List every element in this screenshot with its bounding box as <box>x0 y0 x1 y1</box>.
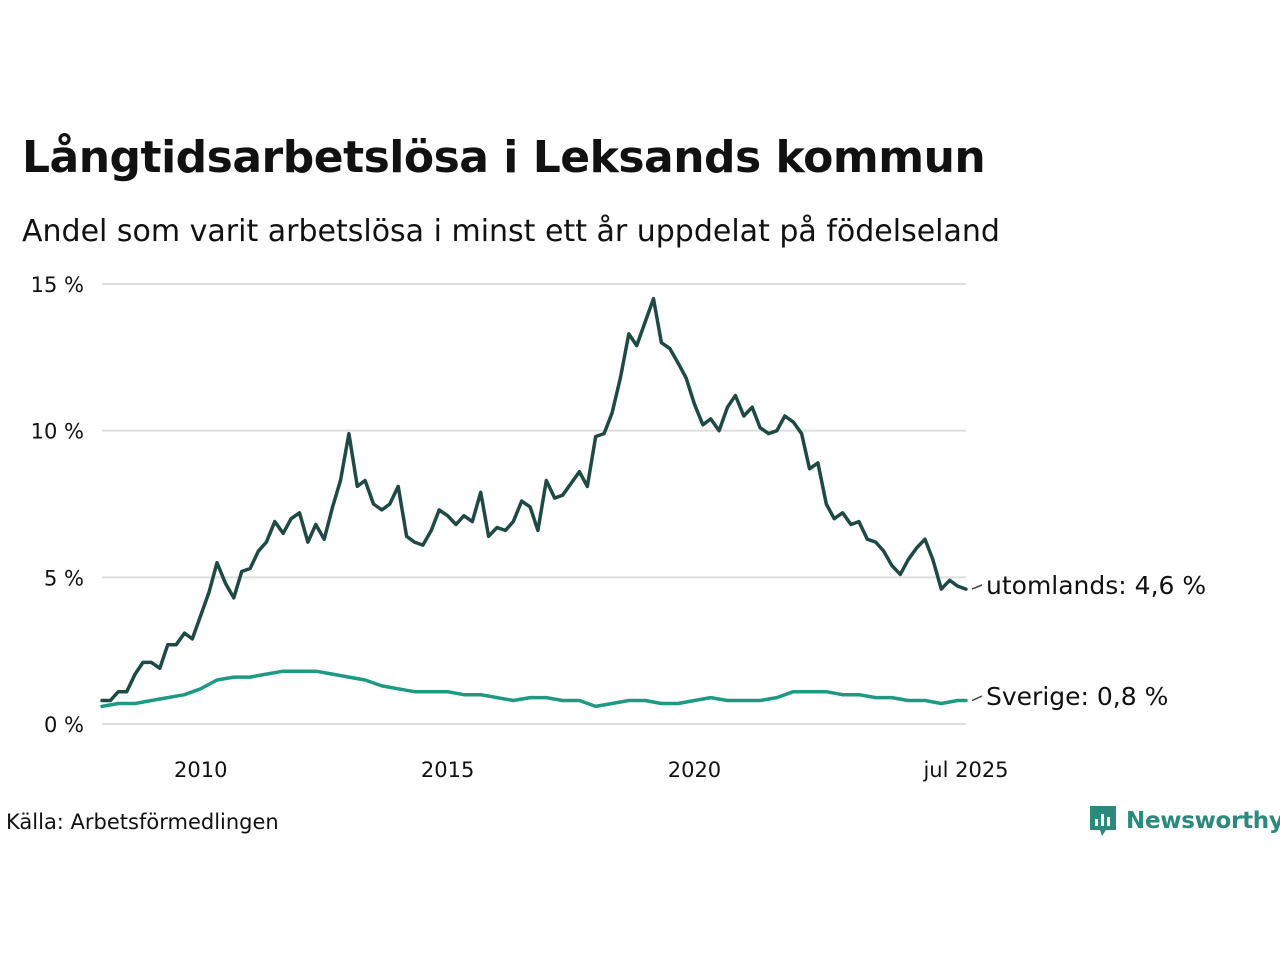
brand-logo: Newsworthy <box>1088 804 1280 838</box>
y-tick-label: 15 % <box>31 273 84 297</box>
series-lines <box>100 296 968 709</box>
y-tick-label: 0 % <box>44 713 84 737</box>
x-tick-label: jul 2025 <box>922 758 1008 782</box>
y-tick-label: 5 % <box>44 566 84 590</box>
end-label-connector <box>971 584 983 590</box>
y-tick-label: 10 % <box>31 420 84 444</box>
end-labels: utomlands: 4,6 % Sverige: 0,8 % <box>971 571 1206 711</box>
line-chart: 0 % 5 % 10 % 15 % 2010 2015 2020 jul 2025 utom… <box>31 273 1207 782</box>
end-label-connector <box>971 695 983 702</box>
gridlines <box>102 283 966 725</box>
x-tick-label: 2015 <box>421 758 474 782</box>
end-label-utomlands: utomlands: 4,6 % <box>986 571 1206 600</box>
y-axis-ticks: 0 % 5 % 10 % 15 % <box>31 273 84 737</box>
x-axis-ticks: 2010 2015 2020 jul 2025 <box>174 758 1009 782</box>
chart-subtitle: Andel som varit arbetslösa i minst ett å… <box>22 214 1000 249</box>
source-note: Källa: Arbetsförmedlingen <box>6 810 279 834</box>
end-label-sverige: Sverige: 0,8 % <box>986 682 1168 711</box>
x-tick-label: 2020 <box>668 758 721 782</box>
brand-name: Newsworthy <box>1126 808 1280 834</box>
x-tick-label: 2010 <box>174 758 227 782</box>
series-line-utomlands <box>100 296 968 703</box>
series-line-sverige <box>100 669 968 709</box>
chart-title: Långtidsarbetslösa i Leksands kommun <box>22 132 986 183</box>
newsworthy-logo-icon <box>1090 806 1116 836</box>
